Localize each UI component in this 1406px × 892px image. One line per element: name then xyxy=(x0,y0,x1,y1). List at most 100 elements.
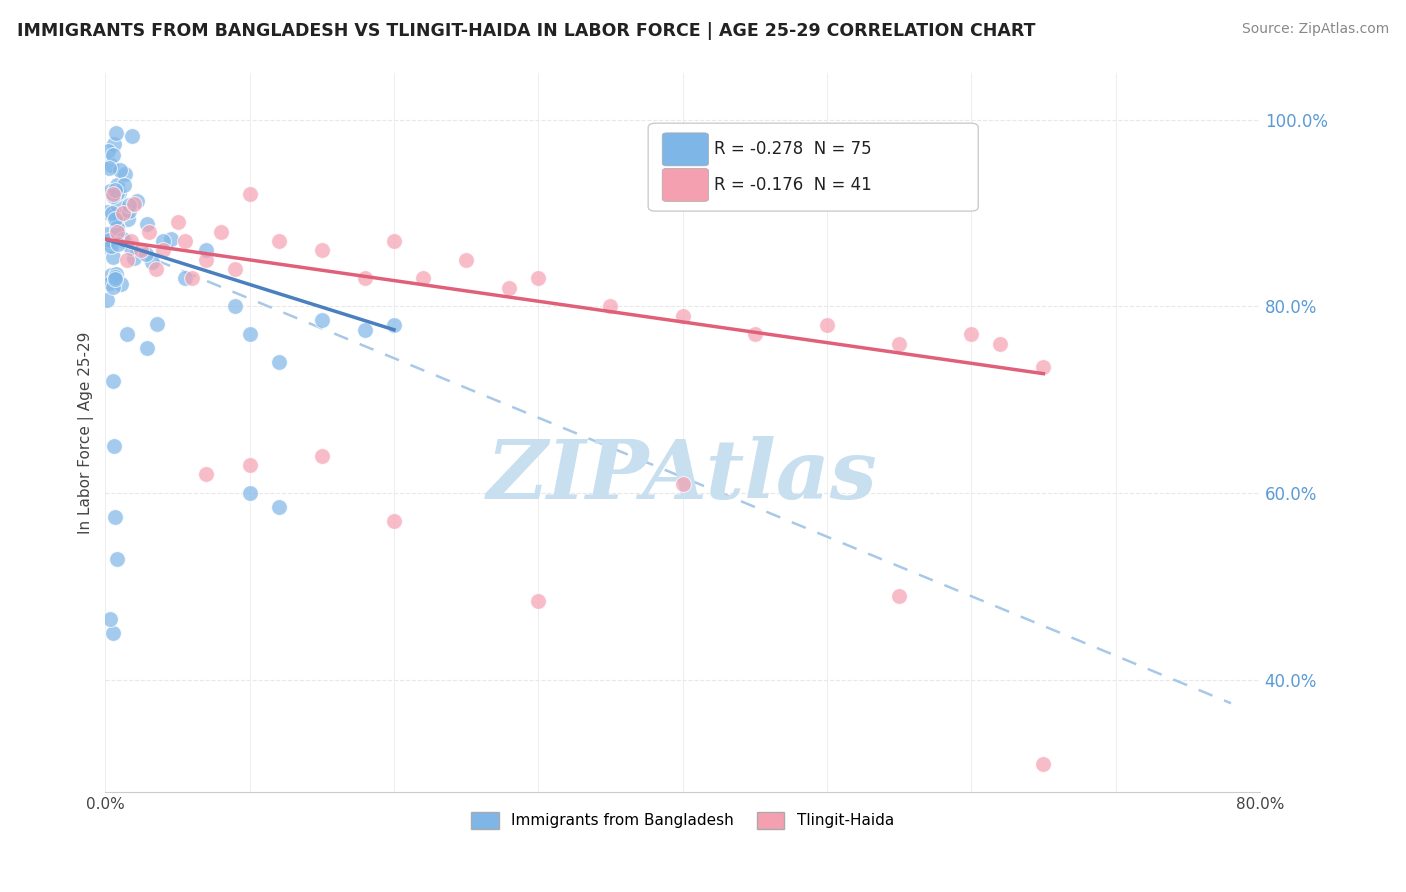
Point xyxy=(267,234,290,248)
Point xyxy=(114,234,136,248)
Point xyxy=(122,196,145,211)
Point xyxy=(108,186,131,200)
Point xyxy=(98,184,121,198)
Point xyxy=(267,355,290,369)
Point xyxy=(104,270,127,285)
Point xyxy=(98,612,121,626)
Point xyxy=(135,341,157,355)
Point xyxy=(104,126,127,140)
Point xyxy=(101,280,124,294)
Point xyxy=(103,250,125,264)
Point xyxy=(412,271,434,285)
Point xyxy=(105,267,128,281)
Point xyxy=(145,262,167,277)
Point xyxy=(105,225,128,239)
Point xyxy=(131,244,153,258)
Point xyxy=(98,233,121,247)
Point xyxy=(173,271,195,285)
Point xyxy=(887,336,910,351)
Point xyxy=(96,293,118,307)
Point xyxy=(101,187,124,202)
Point xyxy=(195,467,218,482)
Point xyxy=(498,281,520,295)
Point xyxy=(239,187,262,202)
Point xyxy=(141,255,163,269)
Point xyxy=(382,234,405,248)
Point xyxy=(114,167,136,181)
Point xyxy=(354,323,377,337)
Point xyxy=(105,186,128,200)
Point xyxy=(100,268,122,282)
Point xyxy=(101,626,124,640)
Point xyxy=(111,206,134,220)
Point xyxy=(117,327,139,342)
Legend: Immigrants from Bangladesh, Tlingit-Haida: Immigrants from Bangladesh, Tlingit-Haid… xyxy=(465,805,900,835)
Point xyxy=(104,269,127,284)
Point xyxy=(107,237,129,252)
Point xyxy=(152,244,174,258)
Point xyxy=(239,486,262,500)
Point xyxy=(97,161,120,176)
Point xyxy=(988,336,1011,351)
Point xyxy=(107,209,129,223)
Point xyxy=(311,244,333,258)
Text: R = -0.278  N = 75: R = -0.278 N = 75 xyxy=(714,140,872,159)
Text: IMMIGRANTS FROM BANGLADESH VS TLINGIT-HAIDA IN LABOR FORCE | AGE 25-29 CORRELATI: IMMIGRANTS FROM BANGLADESH VS TLINGIT-HA… xyxy=(17,22,1035,40)
Point xyxy=(98,276,121,290)
Point xyxy=(120,234,142,248)
Point xyxy=(104,509,127,524)
Text: Source: ZipAtlas.com: Source: ZipAtlas.com xyxy=(1241,22,1389,37)
Point xyxy=(120,241,142,255)
Point xyxy=(239,458,262,472)
Text: ZIPAtlas: ZIPAtlas xyxy=(488,435,879,516)
Point xyxy=(104,183,127,197)
Point xyxy=(122,251,145,265)
Point xyxy=(105,220,128,235)
Point xyxy=(136,218,159,232)
Point xyxy=(101,374,124,388)
Point xyxy=(107,178,129,192)
Point xyxy=(105,220,128,235)
Point xyxy=(103,148,125,162)
Point xyxy=(195,244,218,258)
Point xyxy=(135,246,157,260)
Point xyxy=(101,206,124,220)
Text: R = -0.176  N = 41: R = -0.176 N = 41 xyxy=(714,176,872,194)
Point xyxy=(125,194,148,209)
Point xyxy=(311,313,333,327)
Point xyxy=(382,514,405,528)
Point xyxy=(107,199,129,213)
Point xyxy=(118,197,141,211)
Point xyxy=(105,187,128,202)
Point xyxy=(160,231,183,245)
Point xyxy=(887,589,910,603)
Point xyxy=(527,271,550,285)
Point xyxy=(104,272,127,286)
Point xyxy=(181,271,204,285)
Point xyxy=(209,225,232,239)
Point xyxy=(121,129,143,144)
Point xyxy=(105,551,128,566)
Point xyxy=(152,234,174,248)
Point xyxy=(672,309,695,323)
Point xyxy=(960,327,983,342)
Point xyxy=(96,227,118,242)
Point xyxy=(103,440,125,454)
Point xyxy=(311,449,333,463)
Point xyxy=(224,262,246,277)
Point xyxy=(110,277,132,292)
Point xyxy=(166,215,188,229)
Point xyxy=(100,239,122,253)
Point xyxy=(115,252,138,267)
Point xyxy=(354,271,377,285)
Y-axis label: In Labor Force | Age 25-29: In Labor Force | Age 25-29 xyxy=(79,331,94,533)
Point xyxy=(146,317,169,331)
Point xyxy=(96,205,118,219)
Point xyxy=(1032,756,1054,771)
Point xyxy=(456,252,478,267)
Point xyxy=(111,232,134,246)
Point xyxy=(96,239,118,253)
Point xyxy=(103,189,125,203)
Point xyxy=(118,203,141,218)
Point xyxy=(103,137,125,152)
